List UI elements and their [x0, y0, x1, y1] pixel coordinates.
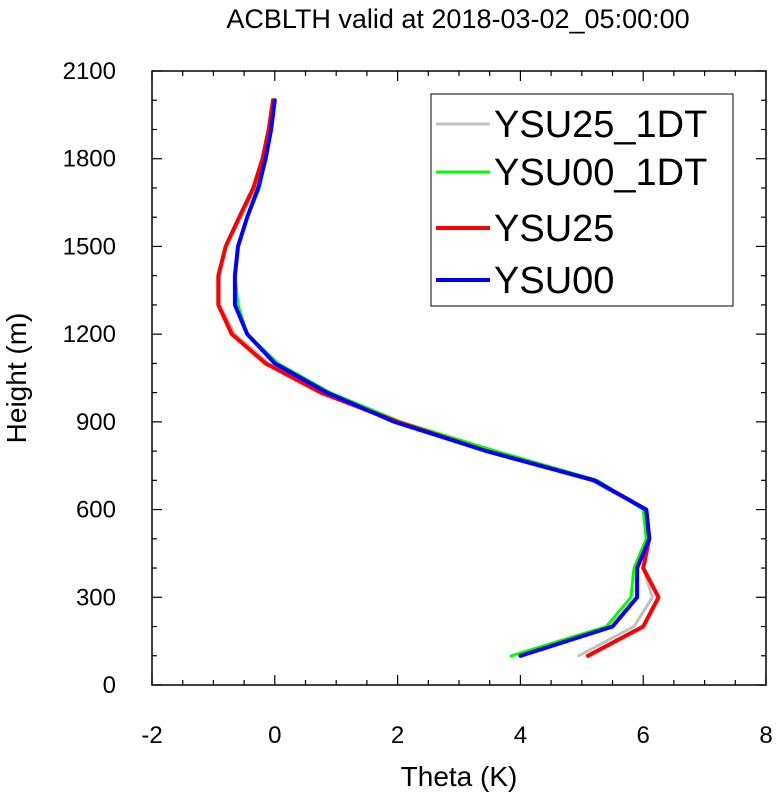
x-tick-label: 2	[391, 722, 404, 749]
legend-entry: YSU25	[494, 208, 614, 250]
series-line-ysu25	[216, 98, 661, 658]
tick-labels: -2 0 2 4 6 8 0 300 600 900 1200 1500 1800 2100	[63, 58, 773, 749]
chart-title: ACBLTH valid at 2018-03-02_05:00:00	[226, 4, 689, 34]
x-tick-label: 0	[268, 722, 281, 749]
axis-ticks	[151, 70, 767, 686]
y-tick-label: 1500	[63, 233, 116, 260]
legend-box	[430, 93, 734, 307]
legend-entry: YSU25_1DT	[494, 104, 707, 146]
x-tick-label: 8	[759, 722, 772, 749]
x-tick-label: 6	[637, 722, 650, 749]
legend-entry: YSU00	[494, 260, 614, 302]
y-tick-label: 2100	[63, 58, 116, 85]
series-layer	[216, 98, 661, 658]
x-tick-label: 4	[514, 722, 527, 749]
y-tick-label: 1200	[63, 321, 116, 348]
y-tick-label: 300	[76, 584, 116, 611]
y-tick-label: 1800	[63, 146, 116, 173]
x-tick-label: -2	[141, 722, 162, 749]
y-axis-label: Height (m)	[1, 313, 32, 444]
y-tick-label: 600	[76, 497, 116, 524]
y-tick-label: 0	[103, 672, 116, 699]
legend-entry: YSU00_1DT	[494, 152, 707, 194]
x-axis-label: Theta (K)	[401, 761, 518, 792]
legend: YSU25_1DT YSU00_1DT YSU25 YSU00	[430, 93, 734, 307]
y-tick-label: 900	[76, 409, 116, 436]
series-line-ysu00	[232, 98, 652, 658]
plot-frame	[151, 70, 767, 686]
